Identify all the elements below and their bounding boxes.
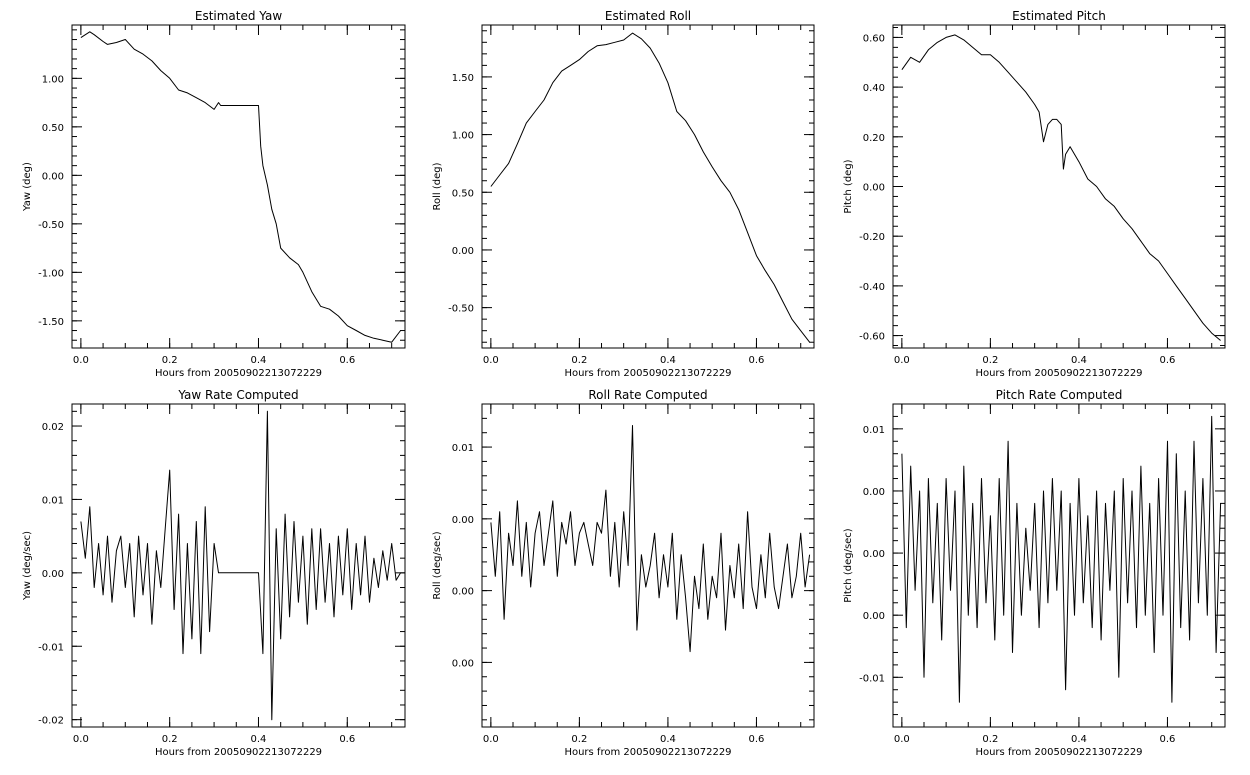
chart-title: Roll Rate Computed — [588, 388, 707, 402]
y-tick-label: 0.00 — [863, 487, 885, 498]
y-tick-label: 0.00 — [452, 587, 474, 598]
plot-frame — [71, 403, 406, 728]
x-tick-label: 0.2 — [982, 734, 998, 745]
chart-panel: Roll Rate Computed Hours from 20050902213… — [432, 388, 815, 758]
y-tick-label: -1.50 — [38, 317, 64, 328]
x-axis-label: Hours from 20050902213072229 — [564, 368, 731, 379]
plot-frame — [481, 403, 815, 728]
chart-title: Yaw Rate Computed — [177, 388, 298, 402]
y-tick-label: 0.00 — [863, 183, 885, 194]
x-tick-label: 0.4 — [660, 355, 676, 366]
chart-panel: Estimated Yaw Hours from 2005090221307222… — [22, 9, 406, 379]
chart-panel: Yaw Rate Computed Hours from 200509022130… — [22, 388, 406, 758]
y-tick-label: 0.00 — [42, 171, 64, 182]
series-line — [901, 34, 1221, 341]
y-tick-label: -0.50 — [448, 304, 474, 315]
y-tick-label: 0.00 — [863, 549, 885, 560]
y-tick-label: 0.01 — [452, 443, 474, 454]
x-tick-label: 0.0 — [73, 355, 89, 366]
y-tick-label: 0.00 — [42, 569, 64, 580]
y-tick-label: -0.40 — [859, 282, 885, 293]
y-tick-label: 1.50 — [452, 73, 474, 84]
chart-panel: Pitch Rate Computed Hours from 2005090221… — [843, 388, 1226, 758]
x-axis-label: Hours from 20050902213072229 — [155, 368, 322, 379]
y-tick-label: 0.40 — [863, 83, 885, 94]
x-tick-label: 0.2 — [571, 734, 587, 745]
x-axis-label: Hours from 20050902213072229 — [975, 368, 1142, 379]
y-tick-label: 0.01 — [42, 495, 64, 506]
y-tick-label: -0.01 — [38, 642, 64, 653]
y-tick-label: -0.60 — [859, 332, 885, 343]
y-tick-label: 0.00 — [452, 246, 474, 257]
y-tick-label: -0.20 — [859, 232, 885, 243]
x-tick-label: 0.6 — [749, 355, 765, 366]
x-tick-label: 0.0 — [894, 355, 910, 366]
y-tick-label: -1.00 — [38, 268, 64, 279]
x-tick-label: 0.2 — [571, 355, 587, 366]
x-tick-label: 0.0 — [73, 734, 89, 745]
y-tick-label: -0.02 — [38, 716, 64, 727]
y-tick-label: 0.00 — [452, 515, 474, 526]
series-line — [490, 425, 811, 653]
x-tick-label: 0.0 — [483, 734, 499, 745]
x-axis-label: Hours from 20050902213072229 — [975, 747, 1142, 758]
x-tick-label: 0.4 — [251, 734, 267, 745]
x-tick-label: 0.4 — [1071, 355, 1087, 366]
y-tick-label: 0.01 — [863, 425, 885, 436]
y-axis-label: Pitch (deg/sec) — [843, 528, 854, 603]
y-tick-label: 0.00 — [452, 658, 474, 669]
y-tick-label: 0.50 — [42, 123, 64, 134]
y-axis-label: Yaw (deg) — [22, 162, 33, 212]
y-tick-label: 0.60 — [863, 33, 885, 44]
x-tick-label: 0.6 — [339, 734, 355, 745]
y-tick-label: -0.50 — [38, 220, 64, 231]
x-tick-label: 0.2 — [982, 355, 998, 366]
y-tick-label: -0.01 — [859, 673, 885, 684]
x-tick-label: 0.0 — [894, 734, 910, 745]
x-tick-label: 0.4 — [660, 734, 676, 745]
series-line — [80, 31, 401, 343]
chart-title: Estimated Roll — [605, 9, 691, 23]
y-tick-label: 1.00 — [42, 74, 64, 85]
x-axis-label: Hours from 20050902213072229 — [564, 747, 731, 758]
y-axis-label: Yaw (deg/sec) — [22, 531, 33, 601]
y-axis-label: Pitch (deg) — [843, 159, 854, 213]
y-tick-label: 0.50 — [452, 188, 474, 199]
chart-title: Estimated Yaw — [195, 9, 282, 23]
x-axis-label: Hours from 20050902213072229 — [155, 747, 322, 758]
chart-panel: Estimated Pitch Hours from 20050902213072… — [843, 9, 1226, 379]
x-tick-label: 0.6 — [339, 355, 355, 366]
plot-frame — [71, 24, 406, 349]
y-tick-label: 0.02 — [42, 422, 64, 433]
x-tick-label: 0.2 — [162, 734, 178, 745]
y-tick-label: 0.00 — [863, 611, 885, 622]
x-tick-label: 0.2 — [162, 355, 178, 366]
x-tick-label: 0.4 — [1071, 734, 1087, 745]
chart-panel: Estimated Roll Hours from 200509022130722… — [432, 9, 815, 379]
y-tick-label: 0.20 — [863, 133, 885, 144]
x-tick-label: 0.6 — [1160, 355, 1176, 366]
plot-frame — [481, 24, 815, 349]
chart-title: Estimated Pitch — [1012, 9, 1106, 23]
x-tick-label: 0.6 — [1160, 734, 1176, 745]
x-tick-label: 0.0 — [483, 355, 499, 366]
x-tick-label: 0.4 — [251, 355, 267, 366]
series-line — [901, 415, 1222, 703]
y-axis-label: Roll (deg) — [432, 162, 443, 210]
series-line — [490, 32, 810, 343]
chart-title: Pitch Rate Computed — [996, 388, 1123, 402]
y-axis-label: Roll (deg/sec) — [432, 531, 443, 599]
x-tick-label: 0.6 — [749, 734, 765, 745]
y-tick-label: 1.00 — [452, 131, 474, 142]
series-line — [80, 410, 402, 721]
